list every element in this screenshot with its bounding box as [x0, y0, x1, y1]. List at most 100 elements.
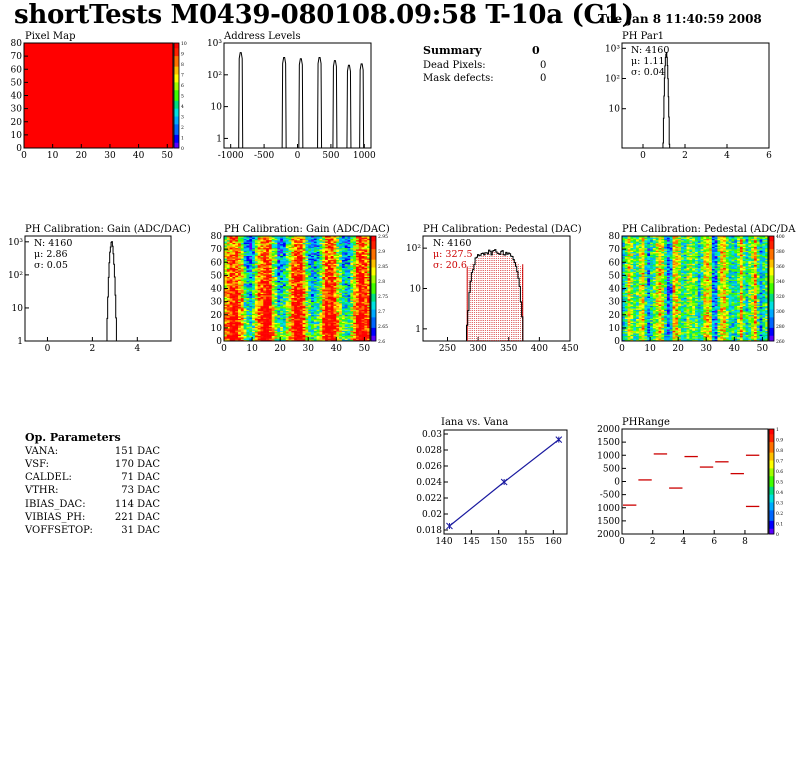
heatmap-cell — [622, 299, 626, 301]
heatmap-cell — [271, 313, 275, 316]
heatmap-cell — [254, 299, 258, 301]
heatmap-cell — [325, 285, 329, 288]
heatmap-cell — [274, 331, 278, 334]
heatmap-cell — [249, 316, 253, 318]
heatmap-cell — [277, 291, 281, 293]
heatmap-cell — [257, 308, 261, 310]
heatmap-cell — [355, 247, 360, 250]
heatmap-cell — [252, 278, 256, 280]
heatmap-cell — [235, 236, 239, 238]
heatmap-cell — [266, 262, 270, 264]
heatmap-cell — [316, 292, 320, 295]
heatmap-cell — [336, 260, 340, 263]
heatmap-cell — [246, 331, 250, 334]
heatmap-cell — [243, 239, 247, 242]
pixel-map-colorbar-tick-label: 4 — [181, 104, 184, 110]
heatmap-cell — [355, 291, 360, 293]
heatmap-cell — [305, 337, 309, 339]
heatmap-cell — [316, 253, 320, 255]
heatmap-cell — [333, 249, 337, 251]
heatmap-cell — [361, 308, 365, 310]
heatmap-cell — [232, 259, 236, 262]
heatmap-cell — [299, 254, 303, 256]
heatmap-cell — [243, 317, 247, 319]
heatmap-cell — [364, 264, 368, 267]
y-tick-label: 10 — [12, 304, 24, 314]
heatmap-cell — [624, 254, 628, 256]
heatmap-cell — [280, 238, 284, 241]
pixel-map-colorbar-swatch — [174, 108, 179, 112]
heatmap-cell — [305, 338, 309, 340]
heatmap-cell — [297, 329, 301, 331]
heatmap-cell — [280, 272, 284, 275]
heatmap-cell — [260, 329, 264, 331]
heatmap-cell — [291, 337, 295, 339]
heatmap-cell — [232, 284, 236, 287]
heatmap-cell — [308, 291, 312, 293]
heatmap-cell — [232, 236, 236, 238]
pixel-map-colorbar-swatch — [174, 85, 179, 89]
heatmap-cell — [260, 327, 264, 330]
heatmap-cell — [308, 297, 312, 300]
heatmap-cell — [330, 253, 334, 255]
heatmap-cell — [252, 271, 256, 274]
heatmap-cell — [299, 281, 303, 284]
heatmap-cell — [624, 250, 628, 253]
heatmap-cell — [622, 266, 626, 268]
heatmap-cell — [268, 300, 273, 302]
heatmap-cell — [358, 301, 362, 304]
heatmap-cell — [288, 236, 292, 238]
heatmap-cell — [355, 310, 360, 313]
heatmap-cell — [260, 268, 264, 271]
heatmap-cell — [319, 308, 323, 310]
heatmap-cell — [274, 326, 278, 329]
heatmap-cell — [271, 287, 275, 289]
heatmap-cell — [350, 259, 354, 262]
heatmap-cell — [358, 331, 362, 334]
heatmap-cell — [224, 327, 228, 330]
heatmap-cell — [636, 247, 640, 250]
heatmap-cell — [274, 308, 278, 310]
heatmap-cell — [302, 302, 306, 305]
heatmap-cell — [339, 250, 343, 253]
heatmap-cell — [285, 259, 289, 262]
heatmap-cell — [347, 283, 351, 285]
heatmap-cell — [297, 274, 301, 276]
heatmap-cell — [350, 263, 354, 266]
heatmap-cell — [330, 331, 334, 334]
heatmap-cell — [235, 259, 239, 262]
heatmap-cell — [302, 313, 306, 316]
heatmap-cell — [238, 239, 242, 242]
heatmap-cell — [364, 338, 368, 340]
heatmap-cell — [361, 239, 365, 242]
heatmap-cell — [246, 253, 250, 255]
heatmap-cell — [636, 312, 640, 314]
heatmap-cell — [322, 306, 326, 309]
heatmap-cell — [288, 237, 292, 239]
heatmap-cell — [263, 287, 267, 289]
heatmap-cell — [294, 333, 298, 335]
heatmap-cell — [305, 275, 309, 277]
heatmap-cell — [271, 249, 275, 251]
heatmap-cell — [327, 321, 331, 323]
heatmap-cell — [274, 242, 278, 245]
heatmap-cell — [257, 293, 261, 296]
heatmap-cell — [246, 276, 250, 279]
heatmap-cell — [355, 270, 360, 272]
heatmap-cell — [636, 284, 640, 287]
heatmap-cell — [299, 241, 303, 243]
heatmap-cell — [313, 320, 317, 322]
heatmap-cell — [350, 335, 354, 338]
heatmap-cell — [327, 275, 331, 277]
heatmap-cell — [294, 291, 298, 293]
heatmap-cell — [268, 293, 273, 296]
heatmap-cell — [257, 237, 261, 239]
heatmap-cell — [291, 281, 295, 284]
heatmap-cell — [254, 243, 258, 246]
heatmap-cell — [353, 316, 357, 318]
heatmap-cell — [271, 317, 275, 319]
heatmap-cell — [246, 239, 250, 242]
heatmap-cell — [260, 297, 264, 300]
heatmap-cell — [280, 281, 284, 284]
heatmap-cell — [297, 236, 301, 238]
